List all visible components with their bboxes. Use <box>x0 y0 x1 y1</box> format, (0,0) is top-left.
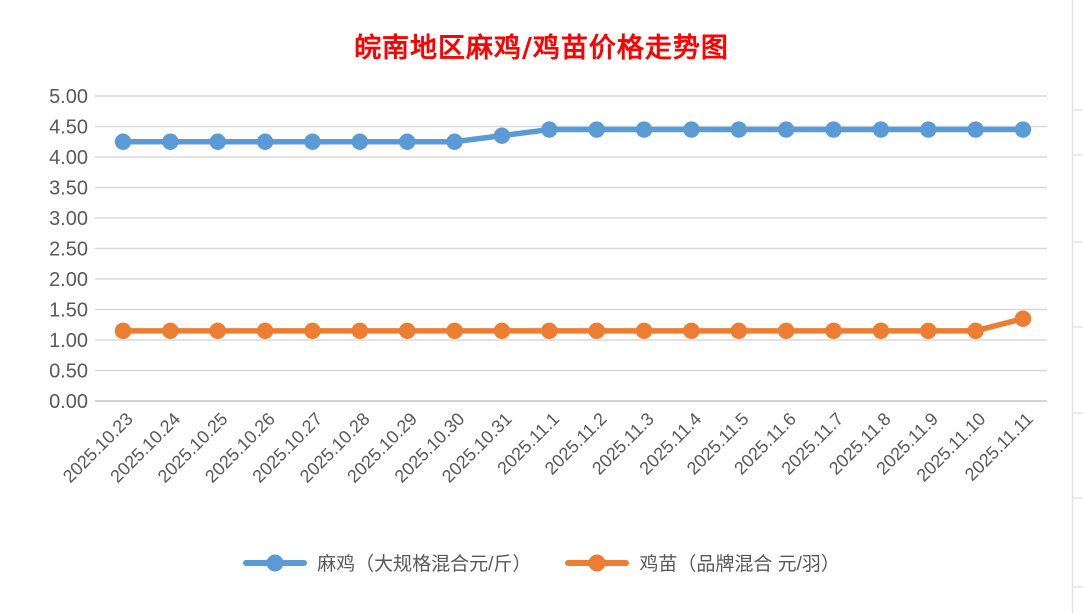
data-point-1-18[interactable] <box>967 322 984 340</box>
data-point-0-8[interactable] <box>493 127 511 144</box>
chart-title: 皖南地区麻鸡/鸡苗价格走势图 <box>354 33 729 64</box>
data-point-1-1[interactable] <box>162 322 179 340</box>
data-point-1-7[interactable] <box>446 322 463 340</box>
data-point-0-2[interactable] <box>209 133 226 150</box>
legend-line-dot-icon <box>243 554 308 571</box>
data-point-0-9[interactable] <box>541 121 558 138</box>
data-point-0-5[interactable] <box>351 133 369 150</box>
data-point-0-18[interactable] <box>967 121 984 138</box>
data-point-0-10[interactable] <box>588 121 605 138</box>
data-point-0-3[interactable] <box>256 133 274 150</box>
data-point-1-16[interactable] <box>872 322 890 340</box>
spreadsheet-gridline-artifact <box>1071 0 1083 613</box>
data-point-1-10[interactable] <box>588 322 605 340</box>
legend-label-mahi: 麻鸡（大规格混合元/斤） <box>317 554 532 575</box>
svg-text:0.50: 0.50 <box>49 361 88 383</box>
legend-dot-icon <box>588 554 606 571</box>
data-point-0-4[interactable] <box>304 133 321 150</box>
svg-text:3.00: 3.00 <box>49 208 88 230</box>
data-point-1-3[interactable] <box>256 322 274 340</box>
data-point-1-2[interactable] <box>209 322 226 340</box>
svg-text:1.50: 1.50 <box>49 300 88 322</box>
data-point-0-16[interactable] <box>872 121 890 138</box>
data-point-1-19[interactable] <box>1014 310 1032 327</box>
data-point-1-15[interactable] <box>825 322 842 340</box>
data-point-1-12[interactable] <box>683 322 700 340</box>
chart-legend: 麻鸡（大规格混合元/斤） 鸡苗（品牌混合 元/羽） <box>0 549 1083 576</box>
legend-item-mahi[interactable]: 麻鸡（大规格混合元/斤） <box>243 549 531 576</box>
data-point-1-11[interactable] <box>635 322 653 340</box>
data-point-0-15[interactable] <box>825 121 842 138</box>
svg-text:4.00: 4.00 <box>49 147 88 169</box>
data-point-0-12[interactable] <box>683 121 700 138</box>
svg-text:5.00: 5.00 <box>49 86 88 108</box>
series-lines <box>114 121 1032 340</box>
legend-item-jimiao[interactable]: 鸡苗（品牌混合 元/羽） <box>565 549 840 576</box>
data-point-0-1[interactable] <box>162 133 179 150</box>
svg-text:1.00: 1.00 <box>49 330 88 352</box>
data-point-1-4[interactable] <box>304 322 321 340</box>
svg-text:0.00: 0.00 <box>49 391 88 413</box>
svg-text:2.00: 2.00 <box>49 269 88 291</box>
svg-text:3.50: 3.50 <box>49 178 88 200</box>
data-point-0-17[interactable] <box>920 121 937 138</box>
legend-label-jimiao: 鸡苗（品牌混合 元/羽） <box>639 554 840 575</box>
data-point-1-0[interactable] <box>114 322 132 340</box>
legend-dot-icon <box>266 554 284 571</box>
svg-text:2.50: 2.50 <box>49 239 88 261</box>
data-point-0-7[interactable] <box>446 133 463 150</box>
data-point-0-19[interactable] <box>1014 121 1032 138</box>
legend-line-dot-icon <box>565 554 630 571</box>
x-axis-labels: 2025.10.232025.10.242025.10.252025.10.26… <box>59 409 1037 487</box>
data-point-0-14[interactable] <box>777 121 795 138</box>
data-point-0-11[interactable] <box>635 121 653 138</box>
data-point-0-6[interactable] <box>399 133 416 150</box>
data-point-1-6[interactable] <box>399 322 416 340</box>
data-point-1-8[interactable] <box>493 322 511 340</box>
y-axis-labels: 0.00 0.50 1.00 1.50 2.00 2.50 3.00 3.50 4.00 4.50… <box>49 86 88 413</box>
data-point-0-13[interactable] <box>730 121 747 138</box>
data-point-0-0[interactable] <box>114 133 132 150</box>
data-point-1-9[interactable] <box>541 322 558 340</box>
data-point-1-5[interactable] <box>351 322 369 340</box>
svg-text:4.50: 4.50 <box>49 117 88 139</box>
data-point-1-17[interactable] <box>920 322 937 340</box>
data-point-1-14[interactable] <box>777 322 795 340</box>
data-point-1-13[interactable] <box>730 322 747 340</box>
